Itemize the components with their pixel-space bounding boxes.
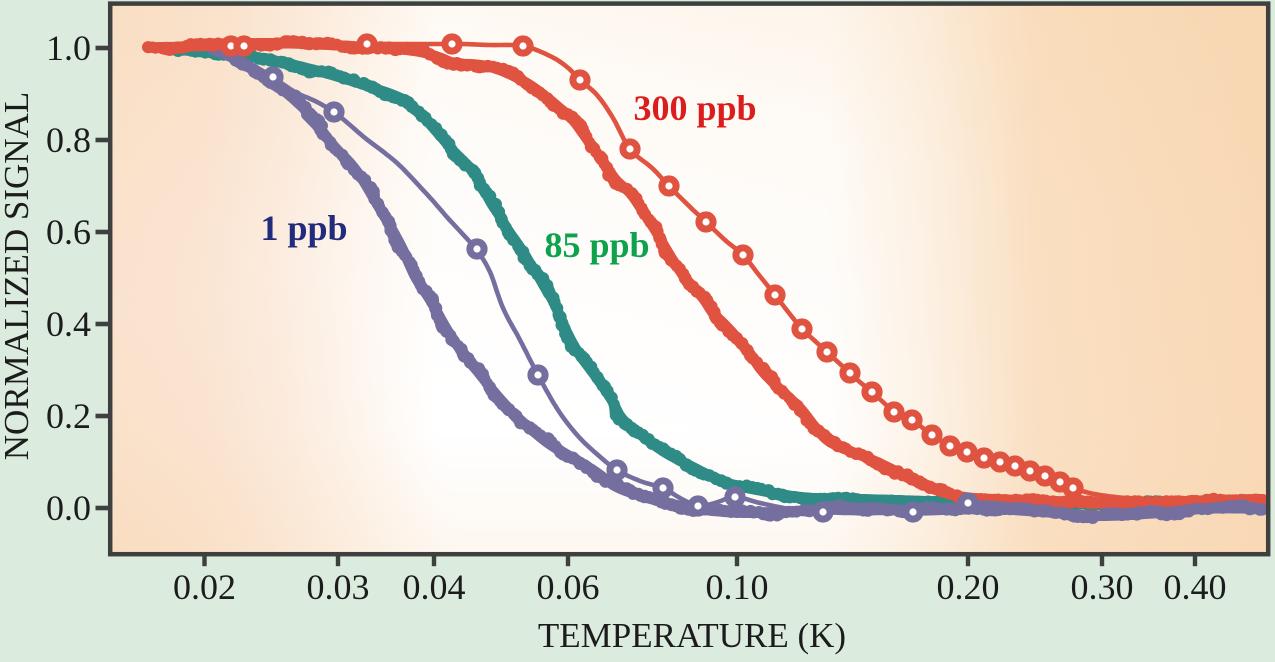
svg-text:0.2: 0.2	[46, 396, 91, 436]
svg-text:85 ppb: 85 ppb	[544, 225, 649, 265]
svg-text:NORMALIZED SIGNAL: NORMALIZED SIGNAL	[0, 92, 36, 460]
svg-text:0.04: 0.04	[403, 567, 466, 607]
svg-text:1 ppb: 1 ppb	[260, 208, 347, 248]
svg-text:0.10: 0.10	[706, 567, 769, 607]
svg-text:0.4: 0.4	[46, 304, 91, 344]
svg-text:0.30: 0.30	[1071, 567, 1134, 607]
svg-text:0.6: 0.6	[46, 212, 91, 252]
svg-text:0.06: 0.06	[537, 567, 600, 607]
svg-text:0.03: 0.03	[307, 567, 370, 607]
svg-text:TEMPERATURE (K): TEMPERATURE (K)	[538, 616, 846, 655]
svg-text:0.20: 0.20	[937, 567, 1000, 607]
svg-text:300 ppb: 300 ppb	[633, 88, 756, 128]
svg-text:0.40: 0.40	[1164, 567, 1227, 607]
svg-text:0.0: 0.0	[46, 488, 91, 528]
svg-text:1.0: 1.0	[46, 28, 91, 68]
svg-text:0.8: 0.8	[46, 120, 91, 160]
svg-text:0.02: 0.02	[173, 567, 236, 607]
